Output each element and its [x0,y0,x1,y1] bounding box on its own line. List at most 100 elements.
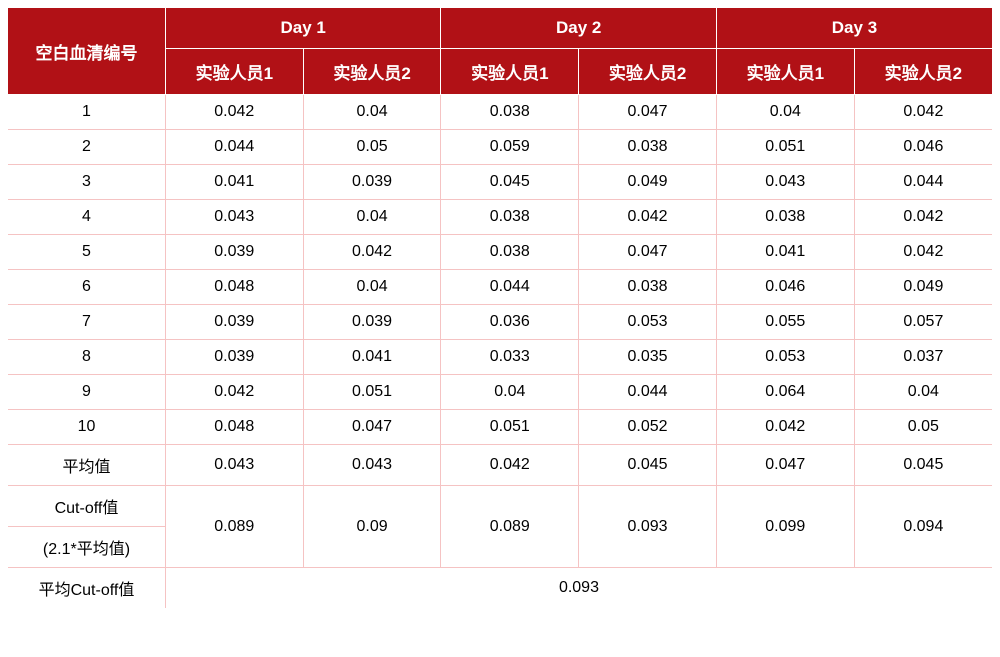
cutoff-cell: 0.089 [165,486,303,568]
cell: 0.039 [303,305,441,340]
cell: 0.05 [303,130,441,165]
cell: 0.041 [716,235,854,270]
cell: 0.04 [441,375,579,410]
cell: 0.038 [441,200,579,235]
cell: 0.052 [579,410,717,445]
table-row: 50.0390.0420.0380.0470.0410.042 [8,235,992,270]
cell: 0.041 [165,165,303,200]
cell: 0.044 [165,130,303,165]
cell: 0.049 [854,270,992,305]
cell: 0.044 [854,165,992,200]
table-row: 100.0480.0470.0510.0520.0420.05 [8,410,992,445]
cell: 0.04 [854,375,992,410]
mean-cell: 0.042 [441,445,579,486]
cell: 0.038 [579,130,717,165]
row-label: 4 [8,200,165,235]
cutoff-cell: 0.094 [854,486,992,568]
cutoff-label-bottom: (2.1*平均值) [8,527,165,568]
cell: 0.038 [441,95,579,130]
cell: 0.033 [441,340,579,375]
avg-cutoff-label: 平均Cut-off值 [8,568,165,609]
cutoff-cell: 0.093 [579,486,717,568]
cell: 0.047 [303,410,441,445]
cell: 0.057 [854,305,992,340]
mean-cell: 0.045 [854,445,992,486]
header-sub-4: 实验人员1 [716,49,854,95]
cell: 0.044 [579,375,717,410]
table-row: 60.0480.040.0440.0380.0460.049 [8,270,992,305]
header-day1: Day 1 [165,8,441,49]
cell: 0.051 [303,375,441,410]
cell: 0.053 [579,305,717,340]
cell: 0.053 [716,340,854,375]
table-body: 10.0420.040.0380.0470.040.04220.0440.050… [8,95,992,609]
cell: 0.051 [441,410,579,445]
row-label: 5 [8,235,165,270]
row-label: 9 [8,375,165,410]
cell: 0.042 [854,235,992,270]
cell: 0.064 [716,375,854,410]
cell: 0.038 [441,235,579,270]
table-row: 40.0430.040.0380.0420.0380.042 [8,200,992,235]
header-sub-3: 实验人员2 [579,49,717,95]
row-label: 2 [8,130,165,165]
row-label: 10 [8,410,165,445]
row-label: 1 [8,95,165,130]
cell: 0.059 [441,130,579,165]
cell: 0.042 [165,375,303,410]
cell: 0.046 [716,270,854,305]
header-sub-5: 实验人员2 [854,49,992,95]
cell: 0.04 [303,95,441,130]
row-label: 7 [8,305,165,340]
header-day2: Day 2 [441,8,717,49]
cell: 0.047 [579,95,717,130]
cell: 0.044 [441,270,579,305]
header-sub-2: 实验人员1 [441,49,579,95]
cell: 0.039 [303,165,441,200]
cell: 0.042 [579,200,717,235]
row-label: 8 [8,340,165,375]
mean-cell: 0.047 [716,445,854,486]
cell: 0.039 [165,340,303,375]
header-sub-1: 实验人员2 [303,49,441,95]
cell: 0.045 [441,165,579,200]
cell: 0.039 [165,235,303,270]
cell: 0.042 [165,95,303,130]
mean-row: 平均值0.0430.0430.0420.0450.0470.045 [8,445,992,486]
cell: 0.048 [165,270,303,305]
cell: 0.048 [165,410,303,445]
cell: 0.042 [716,410,854,445]
cell: 0.051 [716,130,854,165]
cell: 0.042 [854,95,992,130]
table-row: 20.0440.050.0590.0380.0510.046 [8,130,992,165]
cell: 0.04 [716,95,854,130]
cell: 0.04 [303,270,441,305]
cell: 0.05 [854,410,992,445]
cell: 0.037 [854,340,992,375]
table-header: 空白血清编号 Day 1 Day 2 Day 3 实验人员1 实验人员2 实验人… [8,8,992,95]
header-col0: 空白血清编号 [8,8,165,95]
mean-cell: 0.043 [165,445,303,486]
mean-label: 平均值 [8,445,165,486]
cell: 0.043 [716,165,854,200]
avg-cutoff-value: 0.093 [165,568,992,609]
cutoff-cell: 0.09 [303,486,441,568]
cutoff-cell: 0.089 [441,486,579,568]
cell: 0.04 [303,200,441,235]
data-table: 空白血清编号 Day 1 Day 2 Day 3 实验人员1 实验人员2 实验人… [8,8,992,608]
table-row: 10.0420.040.0380.0470.040.042 [8,95,992,130]
table-row: 80.0390.0410.0330.0350.0530.037 [8,340,992,375]
table-row: 30.0410.0390.0450.0490.0430.044 [8,165,992,200]
avg-cutoff-row: 平均Cut-off值0.093 [8,568,992,609]
cutoff-cell: 0.099 [716,486,854,568]
cell: 0.047 [579,235,717,270]
cell: 0.043 [165,200,303,235]
cell: 0.039 [165,305,303,340]
cell: 0.041 [303,340,441,375]
cell: 0.038 [716,200,854,235]
mean-cell: 0.043 [303,445,441,486]
cell: 0.038 [579,270,717,305]
cell: 0.042 [854,200,992,235]
cutoff-label-top: Cut-off值 [8,486,165,527]
table-row: 90.0420.0510.040.0440.0640.04 [8,375,992,410]
